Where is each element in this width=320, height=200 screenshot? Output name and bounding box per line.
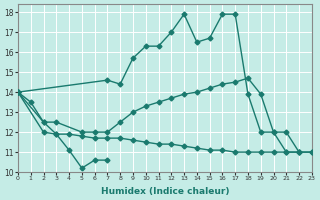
X-axis label: Humidex (Indice chaleur): Humidex (Indice chaleur) xyxy=(101,187,229,196)
